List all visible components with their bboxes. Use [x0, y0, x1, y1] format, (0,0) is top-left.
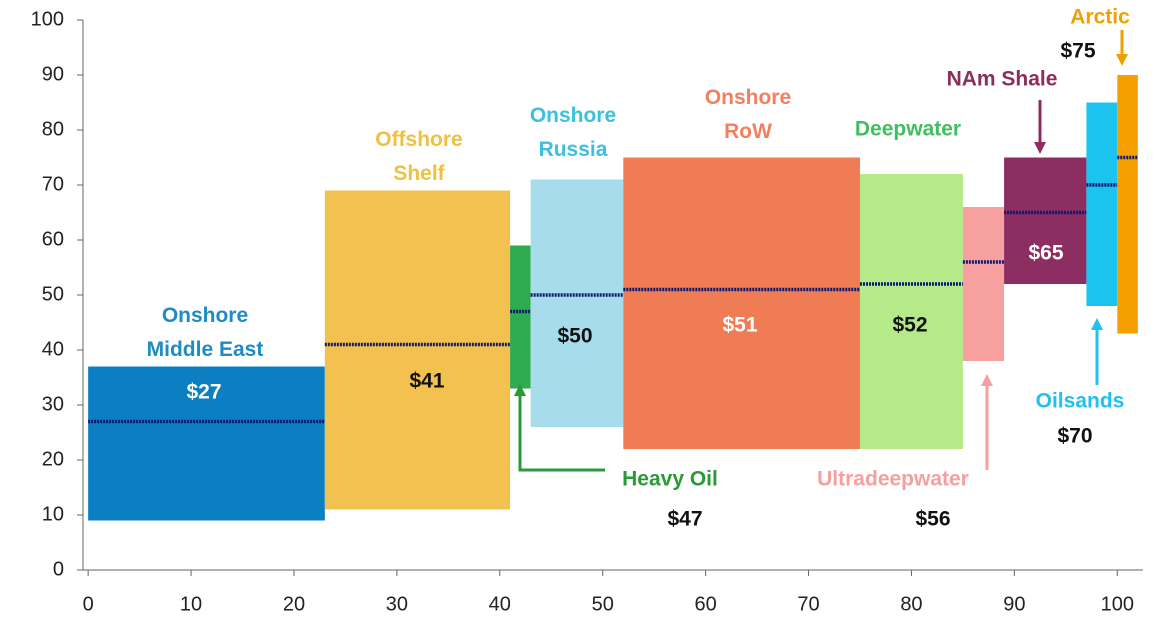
segment-label: Heavy Oil	[622, 468, 718, 491]
x-tick-label: 90	[1003, 593, 1025, 615]
bar	[1117, 75, 1138, 334]
label-line: Onshore	[705, 86, 791, 109]
y-tick-label: 20	[42, 448, 64, 470]
x-tick-label: 30	[386, 593, 408, 615]
segment-label: Oilsands	[1036, 390, 1125, 413]
segment-label: Onshore RoW	[705, 86, 791, 143]
y-tick-label: 60	[42, 228, 64, 250]
bar	[324, 190, 511, 510]
bar	[1086, 102, 1118, 306]
value-label: $27	[186, 381, 221, 404]
x-tick-label: 100	[1101, 593, 1134, 615]
value-label: $51	[722, 314, 757, 337]
y-tick-label: 40	[42, 338, 64, 360]
y-tick-label: 10	[42, 503, 64, 525]
y-tick-label: 50	[42, 283, 64, 305]
value-label: $65	[1028, 242, 1063, 265]
segment-label: Onshore Russia	[530, 104, 616, 161]
segment-label: Offshore Shelf	[375, 128, 463, 185]
value-label: $75	[1060, 40, 1095, 63]
x-tick-label: 20	[283, 593, 305, 615]
x-tick-label: 0	[83, 593, 94, 615]
y-tick-label: 0	[53, 558, 64, 580]
bar	[859, 174, 963, 449]
label-line: Shelf	[393, 162, 445, 185]
x-tick-label: 70	[797, 593, 819, 615]
y-tick-label: 70	[42, 173, 64, 195]
value-label: $47	[667, 508, 702, 531]
segment-label: Deepwater	[855, 118, 961, 141]
label-line: Middle East	[147, 338, 264, 361]
y-tick-label: 90	[42, 63, 64, 85]
label-line: Offshore	[375, 128, 463, 151]
x-tick-label: 60	[694, 593, 716, 615]
value-label: $56	[915, 508, 950, 531]
arrow	[514, 384, 605, 472]
value-label: $70	[1057, 425, 1092, 448]
y-tick-label: 30	[42, 393, 64, 415]
segment-label: NAm Shale	[947, 68, 1058, 91]
bar	[1004, 157, 1087, 284]
bar	[88, 366, 325, 521]
segment-label: Arctic	[1070, 6, 1130, 29]
segment-label: Ultradeepwater	[817, 468, 969, 491]
x-tick-label: 80	[900, 593, 922, 615]
value-label: $41	[409, 370, 444, 393]
bar	[510, 245, 531, 389]
bar	[530, 179, 624, 427]
label-line: RoW	[724, 120, 772, 143]
value-label: $52	[892, 314, 927, 337]
label-line: Onshore	[162, 304, 248, 327]
x-tick-label: 10	[180, 593, 202, 615]
y-tick-label: 100	[31, 8, 64, 30]
value-label: $50	[557, 325, 592, 348]
x-tick-label: 40	[489, 593, 511, 615]
arrows	[514, 30, 1128, 472]
label-line: Russia	[539, 138, 608, 161]
x-tick-label: 50	[592, 593, 614, 615]
bar	[623, 157, 860, 449]
label-line: Onshore	[530, 104, 616, 127]
y-tick-label: 80	[42, 118, 64, 140]
bar	[962, 207, 1005, 361]
segment-label: Onshore Middle East	[147, 304, 264, 361]
